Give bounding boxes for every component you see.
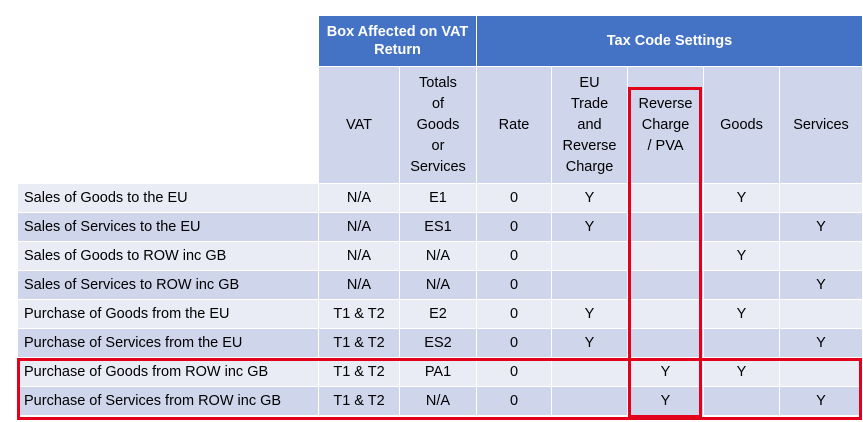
row-label: Purchase of Goods from ROW inc GB <box>17 357 319 387</box>
cell-reverse-charge <box>627 183 704 213</box>
cell-goods <box>703 212 780 242</box>
cell-rate: 0 <box>476 357 552 387</box>
cell-goods <box>703 328 780 358</box>
row-label: Sales of Services to the EU <box>17 212 319 242</box>
row-label: Sales of Goods to ROW inc GB <box>17 241 319 271</box>
vat-tax-code-table: Box Affected on VAT Return Tax Code Sett… <box>17 15 863 416</box>
cell-services: Y <box>779 328 863 358</box>
row-label: Purchase of Services from ROW inc GB <box>17 386 319 416</box>
cell-rate: 0 <box>476 212 552 242</box>
col-header-reverse-charge: Reverse Charge / PVA <box>627 66 704 184</box>
cell-vat: N/A <box>318 241 400 271</box>
header-box-affected: Box Affected on VAT Return <box>318 15 477 67</box>
cell-goods: Y <box>703 183 780 213</box>
table-row: Purchase of Services from ROW inc GB T1 … <box>17 386 863 416</box>
cell-totals: N/A <box>399 270 477 300</box>
cell-services: Y <box>779 386 863 416</box>
cell-vat: T1 & T2 <box>318 357 400 387</box>
cell-eu-trade <box>551 241 628 271</box>
cell-rate: 0 <box>476 386 552 416</box>
cell-vat: T1 & T2 <box>318 299 400 329</box>
cell-totals: E1 <box>399 183 477 213</box>
cell-goods <box>703 270 780 300</box>
cell-totals: ES1 <box>399 212 477 242</box>
cell-rate: 0 <box>476 328 552 358</box>
cell-totals: N/A <box>399 386 477 416</box>
col-header-rate: Rate <box>476 66 552 184</box>
cell-reverse-charge <box>627 241 704 271</box>
cell-rate: 0 <box>476 270 552 300</box>
cell-services <box>779 183 863 213</box>
table-row: Sales of Services to ROW inc GB N/A N/A … <box>17 270 863 300</box>
col-header-eu-trade: EU Trade and Reverse Charge <box>551 66 628 184</box>
table-row: Purchase of Goods from the EU T1 & T2 E2… <box>17 299 863 329</box>
cell-rate: 0 <box>476 299 552 329</box>
cell-eu-trade: Y <box>551 299 628 329</box>
cell-eu-trade: Y <box>551 183 628 213</box>
cell-services <box>779 241 863 271</box>
col-header-goods: Goods <box>703 66 780 184</box>
cell-totals: E2 <box>399 299 477 329</box>
cell-reverse-charge <box>627 328 704 358</box>
cell-reverse-charge: Y <box>627 386 704 416</box>
cell-totals: ES2 <box>399 328 477 358</box>
row-label: Sales of Services to ROW inc GB <box>17 270 319 300</box>
row-label: Purchase of Goods from the EU <box>17 299 319 329</box>
table-row: Sales of Goods to ROW inc GB N/A N/A 0 Y <box>17 241 863 271</box>
col-header-vat: VAT <box>318 66 400 184</box>
cell-eu-trade <box>551 386 628 416</box>
table-row: Sales of Services to the EU N/A ES1 0 Y … <box>17 212 863 242</box>
cell-reverse-charge: Y <box>627 357 704 387</box>
header-corner-blank <box>17 15 319 67</box>
cell-eu-trade: Y <box>551 328 628 358</box>
row-label: Purchase of Services from the EU <box>17 328 319 358</box>
cell-vat: T1 & T2 <box>318 328 400 358</box>
cell-services <box>779 299 863 329</box>
cell-eu-trade: Y <box>551 212 628 242</box>
cell-reverse-charge <box>627 212 704 242</box>
cell-eu-trade <box>551 357 628 387</box>
cell-goods <box>703 386 780 416</box>
col-header-totals: Totals of Goods or Services <box>399 66 477 184</box>
cell-vat: N/A <box>318 212 400 242</box>
table-row: Sales of Goods to the EU N/A E1 0 Y Y <box>17 183 863 213</box>
cell-goods: Y <box>703 241 780 271</box>
cell-rate: 0 <box>476 241 552 271</box>
cell-eu-trade <box>551 270 628 300</box>
cell-totals: N/A <box>399 241 477 271</box>
row-label: Sales of Goods to the EU <box>17 183 319 213</box>
cell-reverse-charge <box>627 270 704 300</box>
cell-services: Y <box>779 270 863 300</box>
table-row: Purchase of Services from the EU T1 & T2… <box>17 328 863 358</box>
table-row: Purchase of Goods from ROW inc GB T1 & T… <box>17 357 863 387</box>
cell-vat: N/A <box>318 270 400 300</box>
cell-services: Y <box>779 212 863 242</box>
cell-services <box>779 357 863 387</box>
cell-goods: Y <box>703 357 780 387</box>
cell-vat: N/A <box>318 183 400 213</box>
cell-vat: T1 & T2 <box>318 386 400 416</box>
cell-totals: PA1 <box>399 357 477 387</box>
header-tax-code-settings: Tax Code Settings <box>476 15 863 67</box>
cell-reverse-charge <box>627 299 704 329</box>
col-header-services: Services <box>779 66 863 184</box>
cell-rate: 0 <box>476 183 552 213</box>
cell-goods: Y <box>703 299 780 329</box>
subheader-corner-blank <box>17 66 319 184</box>
